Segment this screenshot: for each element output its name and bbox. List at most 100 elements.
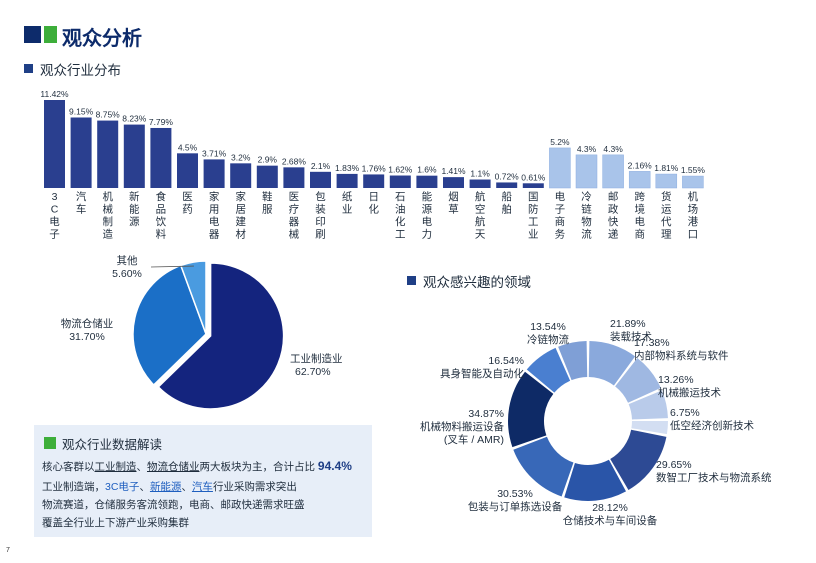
bar bbox=[628, 171, 651, 189]
donut-category-label: 仓储技术与车间设备 bbox=[563, 514, 658, 527]
donut-section-title: 观众感兴趣的领域 bbox=[423, 275, 531, 290]
bar-category-label: 能 bbox=[422, 190, 433, 203]
bar-value-label: 2.1% bbox=[311, 161, 331, 171]
insight-line-4: 覆盖全行业上下游产业采购集群 bbox=[42, 517, 189, 529]
bar-category-label: 电 bbox=[555, 190, 566, 203]
bar-category-label: 印 bbox=[315, 216, 326, 228]
bar-category-label: 包 bbox=[315, 190, 326, 203]
insight-line1-post: 两大板块为主，合计占比 bbox=[199, 461, 318, 473]
bar-category-label: 源 bbox=[129, 215, 140, 228]
bar-category-label: 服 bbox=[262, 204, 273, 216]
donut-segment bbox=[507, 371, 554, 448]
bar-category-label: 建 bbox=[235, 215, 246, 228]
bar-category-label: 口 bbox=[688, 229, 699, 241]
bar bbox=[443, 177, 464, 188]
bar-value-label: 1.83% bbox=[335, 163, 360, 173]
bar bbox=[469, 179, 491, 188]
bar-category-label: 烟 bbox=[448, 190, 459, 203]
bar-category-label: 国 bbox=[528, 191, 539, 203]
bar-value-label: 8.23% bbox=[122, 114, 147, 124]
bar-category-label: 料 bbox=[156, 228, 167, 241]
bar-category-label: 工 bbox=[395, 229, 406, 241]
bar-category-label: 车 bbox=[76, 203, 87, 216]
bar bbox=[283, 167, 305, 188]
bar-category-label: 居 bbox=[235, 204, 246, 216]
bar-category-label: 日 bbox=[368, 191, 379, 203]
bar-category-label: 造 bbox=[102, 228, 113, 241]
donut-category-label: 机械搬运技术 bbox=[658, 386, 721, 399]
bar bbox=[416, 175, 438, 188]
bar-value-label: 9.15% bbox=[69, 106, 94, 116]
bar-section-marker bbox=[24, 64, 33, 73]
donut-value-label: 34.87% bbox=[468, 408, 504, 420]
bar-category-label: 纸 bbox=[342, 190, 353, 203]
bar bbox=[97, 120, 119, 188]
bar-category-label: 物 bbox=[581, 215, 592, 228]
donut-segment bbox=[564, 459, 627, 501]
bar-value-label: 1.76% bbox=[362, 163, 387, 173]
bar-category-label: 防 bbox=[528, 203, 539, 216]
bar-category-label: 食 bbox=[156, 190, 167, 203]
bar-category-label: 汽 bbox=[76, 190, 87, 203]
bar-category-label: 电 bbox=[209, 215, 220, 228]
donut-category-label: 低空经济创新技术 bbox=[670, 419, 754, 432]
bar-value-label: 4.3% bbox=[603, 144, 623, 154]
bar-value-label: 2.9% bbox=[258, 155, 278, 165]
pie-slice bbox=[157, 262, 285, 410]
pie-leader-line bbox=[150, 265, 194, 268]
bar bbox=[177, 153, 198, 188]
bar bbox=[230, 163, 252, 188]
bar-category-label: 制 bbox=[102, 215, 113, 228]
bar-category-label: 航 bbox=[475, 190, 486, 203]
donut-value-label: 17.38% bbox=[634, 337, 670, 349]
insight-line2-post: 行业采购需求突出 bbox=[212, 481, 297, 493]
donut-value-label: 13.26% bbox=[658, 374, 694, 386]
donut-category-label: 内部物料系统与软件 bbox=[634, 349, 729, 362]
bar-category-label: 船 bbox=[501, 190, 512, 203]
bar-category-label: 器 bbox=[289, 216, 300, 228]
insight-line2-b: 新能源 bbox=[149, 481, 182, 493]
bar-category-label: 邮 bbox=[608, 190, 619, 203]
bar-category-label: 工 bbox=[528, 216, 539, 228]
insight-line2-sep1: 、 bbox=[139, 481, 150, 493]
donut-segment bbox=[610, 429, 667, 491]
bar bbox=[602, 154, 624, 189]
bar-category-label: 机 bbox=[102, 190, 113, 203]
header-square-navy bbox=[24, 26, 41, 43]
insight-box: 观众行业数据解读 核心客群以工业制造、物流仓储业两大板块为主，合计占比 94.4… bbox=[34, 425, 372, 537]
bar bbox=[203, 159, 225, 188]
bar-category-label: 刷 bbox=[315, 228, 326, 241]
bar-category-label: 鞋 bbox=[262, 190, 273, 203]
bar-category-label: 化 bbox=[395, 215, 406, 228]
bar bbox=[310, 171, 331, 188]
pie-slice bbox=[179, 260, 207, 335]
donut-segment bbox=[526, 347, 571, 393]
bar-category-label: 务 bbox=[555, 228, 566, 241]
pie-value-label: 31.70% bbox=[69, 331, 105, 343]
bar bbox=[44, 100, 65, 188]
bar-category-label: 境 bbox=[634, 203, 645, 216]
insight-line-3: 物流赛道，仓储服务客流领跑，电商、邮政快递需求旺盛 bbox=[42, 499, 305, 511]
insight-line1-a: 工业制造 bbox=[94, 461, 137, 473]
bar-category-label: 油 bbox=[395, 203, 406, 216]
bar-category-label: 源 bbox=[422, 203, 433, 216]
bar-value-label: 3.2% bbox=[231, 152, 251, 162]
bar-category-label: 递 bbox=[608, 228, 619, 241]
bar-category-label: 港 bbox=[688, 216, 699, 228]
bar-category-label: 业 bbox=[528, 229, 539, 241]
page-title: 观众分析 bbox=[62, 28, 142, 50]
bar-category-label: 业 bbox=[342, 204, 353, 216]
insight-line1-big: 94.4% bbox=[317, 459, 352, 473]
insight-line2-pre: 工业制造端， bbox=[42, 481, 105, 493]
bar-category-label: 航 bbox=[475, 215, 486, 228]
bar bbox=[682, 175, 704, 189]
bar-category-label: 政 bbox=[608, 203, 619, 216]
bar-value-label: 7.79% bbox=[149, 117, 174, 127]
pie-value-label: 5.60% bbox=[112, 268, 142, 280]
donut-segment bbox=[628, 390, 668, 420]
bar bbox=[522, 183, 544, 188]
bar-category-label: 疗 bbox=[289, 203, 300, 216]
insight-line1-pre: 核心客群以 bbox=[42, 461, 95, 473]
bar-category-label: 石 bbox=[395, 191, 406, 203]
bar-category-label: 器 bbox=[209, 229, 220, 241]
